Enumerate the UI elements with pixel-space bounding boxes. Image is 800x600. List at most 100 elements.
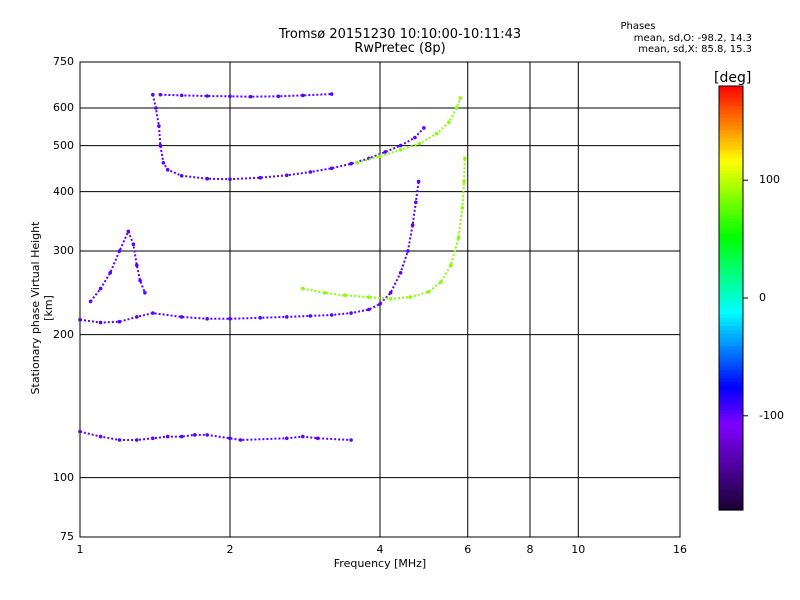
echo-point [126,229,131,234]
echo-point [416,179,421,184]
colorbar-segment [719,254,743,259]
colorbar-segment [719,138,743,143]
colorbar-segment [719,262,743,267]
colorbar-segment [719,158,743,163]
colorbar-segment [719,210,743,215]
x-tick-label: 8 [526,543,534,556]
echo-point [151,311,155,315]
colorbar-segment [719,118,743,123]
echo-point [454,106,459,110]
echo-point [117,319,122,324]
colorbar-segment [719,466,743,471]
stats-o-mode: mean, sd,O: -98.2, 14.3 [633,33,752,44]
echo-point [388,291,393,295]
echo-point [88,299,93,304]
echo-point [398,148,403,152]
echo-point [228,436,232,441]
echo-point [414,200,418,205]
trace-line [160,93,332,98]
x-tick-label: 2 [226,543,234,556]
colorbar-tick-label: -100 [759,408,784,422]
echo-point [205,94,209,98]
echo-point [143,291,147,295]
y-tick-label: 600 [53,101,74,115]
x-tick-label: 4 [376,543,384,556]
echo-point [406,249,410,253]
echo-point [355,161,360,165]
colorbar-segment [719,130,743,135]
trace-line [89,228,146,303]
echo-point [179,93,184,98]
grid-lines [80,62,680,537]
colorbar-segment [719,110,743,115]
colorbar-segment [719,410,743,415]
colorbar-segment [719,426,743,431]
colorbar-segment [719,258,743,263]
colorbar-segment [719,450,743,455]
colorbar-segment [719,102,743,107]
echo-point [158,92,163,97]
echo-point [238,438,243,442]
echo-point [193,433,197,437]
colorbar-segment [719,474,743,479]
colorbar-segment [719,234,743,239]
echo-point [285,436,289,441]
echo-point [78,317,82,322]
y-tick-label: 750 [53,55,74,68]
colorbar-segment [719,166,743,171]
colorbar-segment [719,270,743,275]
colorbar-segment [719,454,743,459]
echo-point [449,263,453,268]
colorbar-segment [719,494,743,499]
colorbar-segment [719,318,743,323]
echo-point [349,438,353,442]
x-tick-label: 6 [464,543,472,556]
echo-point [323,291,327,295]
colorbar-segment [719,430,743,435]
y-tick-label: 300 [53,244,74,258]
echo-point [329,313,334,317]
echo-point [301,93,305,98]
colorbar-tick-label: 0 [759,291,766,304]
colorbar-segment [719,286,743,291]
echo-point [456,235,461,240]
colorbar-segment [719,126,743,131]
colorbar-segment [719,214,743,219]
colorbar-segment [719,358,743,363]
echo-point [228,177,232,181]
echo-point [422,126,426,130]
echo-point [151,436,155,441]
echo-point [308,170,313,174]
colorbar-segment [719,414,743,419]
echo-point [258,316,263,320]
colorbar-segment [719,462,743,467]
echo-point [435,131,439,136]
echo-point [285,173,289,178]
echo-point [161,161,166,165]
colorbar-segment [719,190,743,195]
echo-point [248,94,253,99]
echo-point [205,317,209,321]
colorbar-segment [719,106,743,111]
echo-point [458,96,463,100]
echo-point [383,150,388,154]
colorbar-segment [719,398,743,403]
colorbar-segment [719,386,743,391]
colorbar-segment [719,478,743,483]
colorbar-segment [719,406,743,411]
y-tick-label: 75 [60,530,74,543]
colorbar-segment [719,422,743,427]
colorbar-segment [719,90,743,95]
colorbar-segment [719,266,743,271]
colorbar-segment [719,330,743,335]
colorbar-segment [719,306,743,311]
colorbar-segment [719,150,743,155]
colorbar-segment [719,282,743,287]
colorbar-segment [719,334,743,339]
echo-point [205,433,209,437]
y-tick-label: 500 [53,138,74,152]
colorbar-segment [719,434,743,439]
echo-point [367,295,371,299]
data-traces [78,92,467,442]
colorbar-segment [719,94,743,99]
